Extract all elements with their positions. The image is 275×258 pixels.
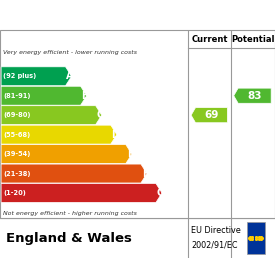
Text: Energy Efficiency Rating: Energy Efficiency Rating [6, 9, 189, 22]
Text: F: F [142, 168, 148, 179]
Polygon shape [1, 164, 147, 183]
Polygon shape [1, 125, 117, 144]
Polygon shape [234, 88, 271, 103]
Text: Very energy efficient - lower running costs: Very energy efficient - lower running co… [3, 50, 137, 55]
Text: EU Directive: EU Directive [191, 226, 241, 235]
Text: (92 plus): (92 plus) [3, 73, 37, 79]
Text: D: D [111, 130, 119, 140]
Polygon shape [1, 183, 162, 203]
Text: Not energy efficient - higher running costs: Not energy efficient - higher running co… [3, 211, 137, 216]
Polygon shape [1, 106, 102, 125]
Text: G: G [156, 188, 164, 198]
Polygon shape [191, 108, 227, 123]
Bar [247, 222, 265, 254]
Text: Current: Current [191, 35, 228, 44]
Text: (81-91): (81-91) [3, 93, 31, 99]
Text: England & Wales: England & Wales [6, 231, 131, 245]
Text: (55-68): (55-68) [3, 132, 31, 138]
Text: B: B [81, 91, 89, 101]
Text: (39-54): (39-54) [3, 151, 31, 157]
Text: (21-38): (21-38) [3, 171, 31, 176]
Text: 69: 69 [204, 110, 219, 120]
Text: 2002/91/EC: 2002/91/EC [191, 241, 238, 250]
Text: 83: 83 [248, 91, 262, 101]
Text: E: E [127, 149, 133, 159]
Text: (1-20): (1-20) [3, 190, 26, 196]
Polygon shape [1, 145, 132, 164]
Text: C: C [96, 110, 103, 120]
Text: A: A [66, 71, 73, 81]
Text: Potential: Potential [231, 35, 275, 44]
Polygon shape [1, 67, 72, 86]
Text: (69-80): (69-80) [3, 112, 31, 118]
Polygon shape [1, 86, 87, 105]
